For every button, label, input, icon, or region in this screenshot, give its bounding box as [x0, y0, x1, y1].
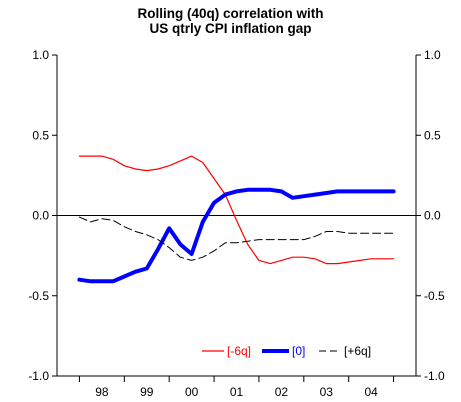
x-tick-label: 02 [275, 385, 289, 399]
y-tick-label-left: 1.0 [32, 48, 49, 62]
axes: 1.0 1.0 0.5 0.5 0.0 0.0 -0.5 -0.5 -1.0 -1.0 98 99 00… [28, 48, 445, 399]
x-tick-label: 98 [95, 385, 109, 399]
series-line-+6q [78, 216, 395, 261]
x-tick-label: 99 [140, 385, 154, 399]
y-tick-label-right: -0.5 [424, 289, 445, 303]
y-tick-label-left: 0.5 [32, 128, 49, 142]
series-lines [77, 155, 396, 284]
y-tick-label-left: -0.5 [28, 289, 49, 303]
legend: [-6q] [0] [+6q] [202, 344, 371, 358]
chart-title-line-1: Rolling (40q) correlation with [137, 6, 324, 21]
y-tick-label-right: 0.0 [424, 209, 441, 223]
chart-title: Rolling (40q) correlation with US qtrly … [0, 6, 461, 36]
x-tick-label: 03 [320, 385, 334, 399]
x-tick-label: 00 [185, 385, 199, 399]
y-tick-label-right: 0.5 [424, 128, 441, 142]
x-tick-label: 04 [364, 385, 378, 399]
legend-label: [0] [292, 344, 305, 358]
x-tick-label: 01 [230, 385, 244, 399]
y-tick-label-right: -1.0 [424, 369, 445, 383]
legend-label: [-6q] [227, 344, 251, 358]
y-tick-label-right: 1.0 [424, 48, 441, 62]
y-tick-label-left: -1.0 [28, 369, 49, 383]
series-line--6q [78, 155, 395, 265]
chart-title-line-2: US qtrly CPI inflation gap [149, 21, 312, 36]
y-tick-label-left: 0.0 [32, 209, 49, 223]
legend-label: [+6q] [344, 344, 371, 358]
series-line-0 [77, 187, 396, 284]
